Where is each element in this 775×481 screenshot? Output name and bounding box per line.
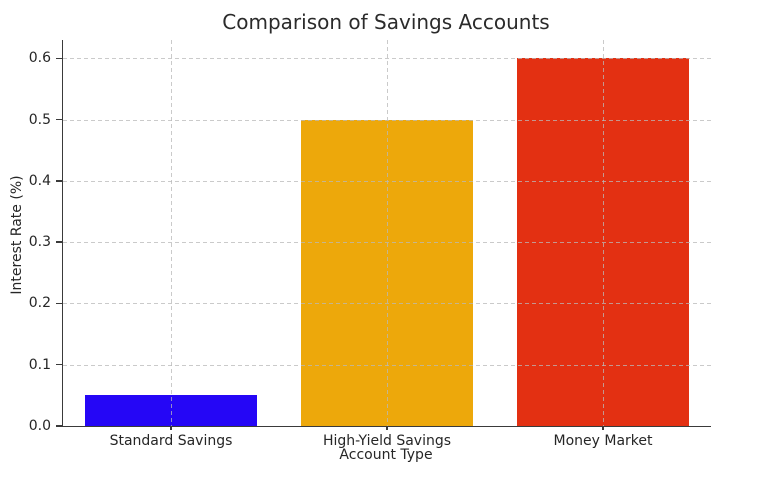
gridline-v-money-market (603, 40, 604, 426)
x-tick-label-standard-savings: Standard Savings (109, 433, 233, 449)
x-tick-label-money-market: Money Market (553, 433, 653, 449)
gridline-v-high-yield-savings (387, 40, 388, 426)
chart-title: Comparison of Savings Accounts (222, 10, 550, 34)
y-tick-label: 0.6 (28, 50, 51, 67)
y-tick-mark (56, 425, 62, 427)
y-tick-label: 0.2 (28, 295, 51, 312)
bar-high-yield-savings (300, 119, 474, 426)
y-tick-label: 0.4 (28, 172, 51, 189)
y-tick-mark (56, 180, 62, 182)
x-tick-label-high-yield-savings: High-Yield Savings (322, 433, 452, 449)
x-tick-mark (386, 426, 388, 430)
gridline-v-standard-savings (171, 40, 172, 426)
y-tick-label: 0.0 (28, 418, 51, 434)
x-tick-mark (170, 426, 172, 430)
y-tick-mark (56, 241, 62, 243)
y-tick-label: 0.5 (28, 111, 51, 128)
bar-standard-savings (84, 395, 258, 426)
y-tick-mark (56, 118, 62, 121)
y-tick-mark (56, 57, 62, 60)
y-tick-mark (56, 363, 62, 366)
x-axis-label: Account Type (339, 447, 433, 463)
y-tick-mark (56, 302, 62, 305)
x-tick-mark (602, 426, 604, 430)
y-tick-label: 0.1 (28, 356, 51, 373)
plot-area: 0.0 0.1 0.2 0.3 0.4 0.5 0.6 Standard Savings Hig… (29, 40, 711, 449)
y-tick-label: 0.3 (28, 234, 51, 251)
